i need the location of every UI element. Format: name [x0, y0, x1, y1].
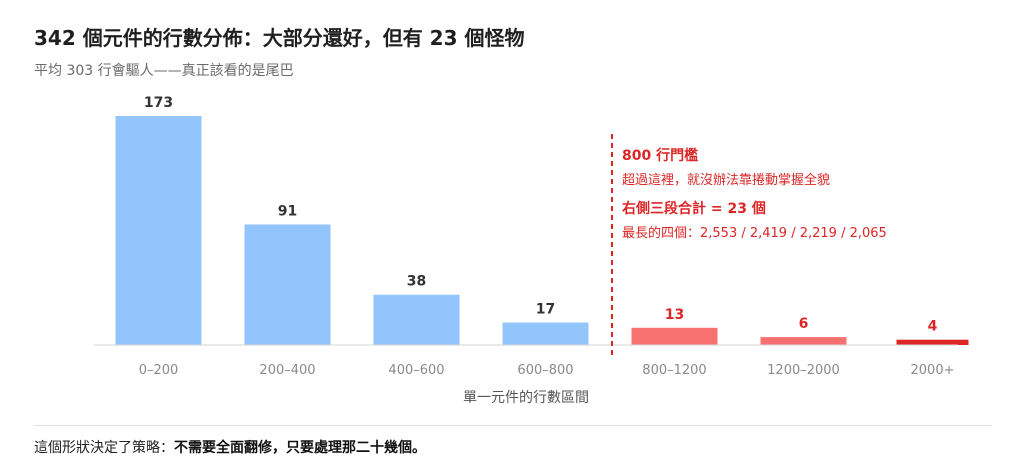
bar-value-label-0: 173 — [144, 95, 173, 111]
bar-value-label-2: 38 — [407, 274, 426, 290]
page-subtitle: 平均 303 行會驅人——真正該看的是尾巴 — [34, 63, 294, 79]
x-tick-label-6: 2000+ — [911, 363, 955, 378]
bar-1 — [244, 224, 331, 345]
page-title: 342 個元件的行數分佈：大部分還好，但有 23 個怪物 — [34, 26, 525, 50]
bar-value-label-6: 4 — [928, 319, 938, 335]
bar-value-label-5: 6 — [799, 316, 809, 332]
footer-lead: 這個形狀決定了策略： — [34, 440, 174, 456]
x-tick-label-0: 0–200 — [139, 363, 179, 378]
bar-5 — [760, 337, 847, 345]
footer-emphasis: 不需要全面翻修，只要處理那二十幾個。 — [174, 440, 426, 456]
x-tick-label-1: 200–400 — [259, 363, 315, 378]
threshold-annotation: 800 行門檻 超過這裡，就沒辦法靠捲動掌握全貌 右側三段合計 = 23 個 最… — [621, 147, 887, 241]
bars-layer: 173 91 38 17 13 6 4 — [115, 95, 969, 345]
x-tick-label-4: 800–1200 — [642, 363, 706, 378]
x-tick-label-5: 1200–2000 — [767, 363, 840, 378]
bar-value-label-4: 13 — [665, 307, 684, 323]
bar-3 — [502, 322, 589, 345]
threshold-note: 超過這裡，就沒辦法靠捲動掌握全貌 — [622, 172, 830, 188]
x-axis-title: 單一元件的行數區間 — [463, 390, 589, 406]
footer-divider — [34, 425, 992, 426]
x-tick-labels: 0–200 200–400 400–600 600–800 800–1200 1200–2… — [139, 363, 955, 378]
bar-value-label-3: 17 — [536, 302, 555, 318]
histogram-chart: 173 91 38 17 13 6 4 0–200 200–400 400–600 600–800… — [94, 95, 969, 406]
footer-note: 這個形狀決定了策略：不需要全面翻修，只要處理那二十幾個。 — [34, 437, 426, 457]
bar-6 — [896, 339, 969, 345]
threshold-longest: 最長的四個：2,553 / 2,419 / 2,219 / 2,065 — [622, 225, 887, 241]
bar-value-label-1: 91 — [278, 204, 297, 220]
x-tick-label-3: 600–800 — [517, 363, 573, 378]
bar-0 — [115, 116, 202, 345]
x-tick-label-2: 400–600 — [388, 363, 444, 378]
threshold-label: 800 行門檻 — [622, 147, 698, 164]
threshold-sum: 右側三段合計 = 23 個 — [621, 200, 766, 217]
bar-4 — [631, 327, 718, 345]
bar-2 — [373, 294, 460, 345]
